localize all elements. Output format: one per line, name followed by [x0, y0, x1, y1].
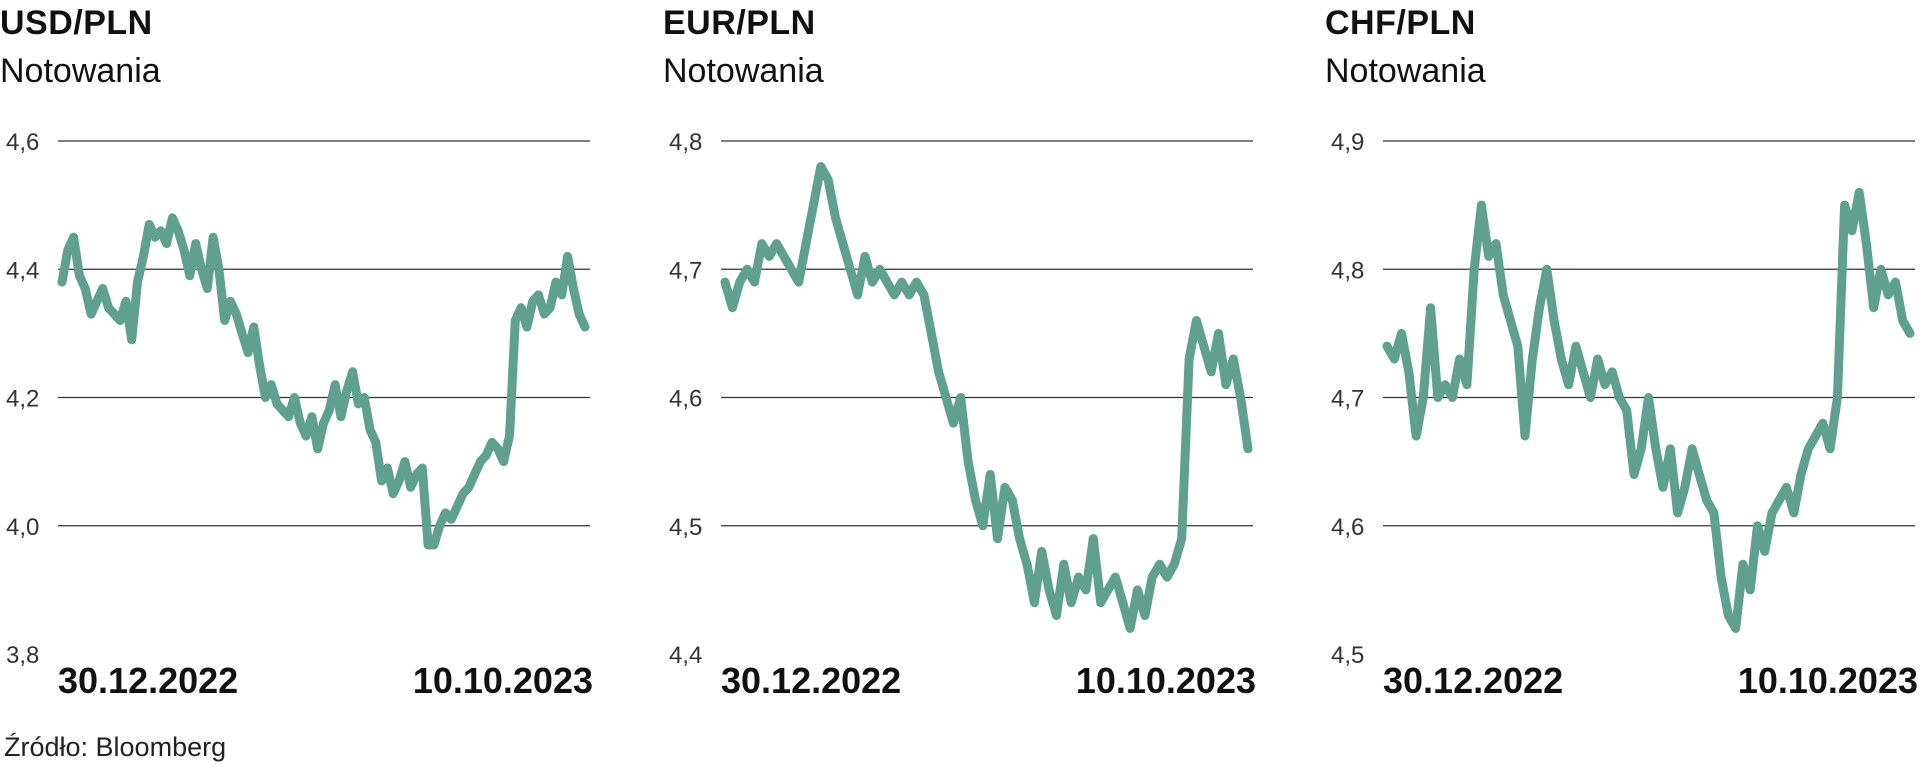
- series-line: [720, 162, 1253, 633]
- x-axis-label-end: 10.10.2023: [1738, 660, 1918, 701]
- x-axis-label-start: 30.12.2022: [58, 660, 238, 701]
- y-tick-label: 4,5: [669, 514, 702, 541]
- chart-panel-eurpln: EUR/PLN Notowania 4,8 4,7 4,6 4,5 4,4 30.12.2…: [663, 0, 1263, 720]
- chart-subtitle: Notowania: [0, 52, 161, 90]
- chart-title: USD/PLN: [0, 4, 153, 42]
- x-axis-label-start: 30.12.2022: [1383, 660, 1563, 701]
- y-tick-label: 4,4: [6, 257, 39, 284]
- y-tick-label: 3,8: [6, 642, 39, 669]
- y-tick-label: 4,6: [1331, 514, 1364, 541]
- chart-panel-usdpln: USD/PLN Notowania 4,6 4,4 4,2 4,0 3,8 30.12.2…: [0, 0, 600, 720]
- y-tick-label: 4,6: [6, 129, 39, 156]
- chart-title: EUR/PLN: [663, 4, 816, 42]
- y-tick-label: 4,5: [1331, 642, 1364, 669]
- chart-title: CHF/PLN: [1325, 4, 1476, 42]
- line-chart: 4,8 4,7 4,6 4,5 4,4 30.12.2022 10.10.2023: [669, 129, 1256, 701]
- y-tick-label: 4,7: [1331, 386, 1364, 413]
- line-chart: 4,6 4,4 4,2 4,0 3,8 30.12.2022 10.10.2023: [6, 129, 593, 701]
- y-tick-label: 4,8: [669, 129, 702, 156]
- y-tick-label: 4,4: [669, 642, 702, 669]
- x-axis-label-start: 30.12.2022: [721, 660, 901, 701]
- y-tick-label: 4,7: [669, 257, 702, 284]
- source-note: Źródło: Bloomberg: [4, 732, 227, 762]
- line-chart: 4,9 4,8 4,7 4,6 4,5 30.12.2022 10.10.2023: [1331, 129, 1918, 701]
- chart-subtitle: Notowania: [1325, 52, 1486, 90]
- y-tick-label: 4,9: [1331, 129, 1364, 156]
- x-axis-label-end: 10.10.2023: [1076, 660, 1256, 701]
- y-tick-label: 4,0: [6, 514, 39, 541]
- y-tick-label: 4,2: [6, 386, 39, 413]
- y-tick-label: 4,6: [669, 386, 702, 413]
- y-tick-label: 4,8: [1331, 257, 1364, 284]
- series-line: [57, 213, 590, 550]
- chart-subtitle: Notowania: [663, 52, 824, 90]
- x-axis-label-end: 10.10.2023: [413, 660, 593, 701]
- series-line: [1382, 187, 1915, 633]
- chart-panel-chfpln: CHF/PLN Notowania 4,9 4,8 4,7 4,6 4,5 30.12.2…: [1325, 0, 1920, 720]
